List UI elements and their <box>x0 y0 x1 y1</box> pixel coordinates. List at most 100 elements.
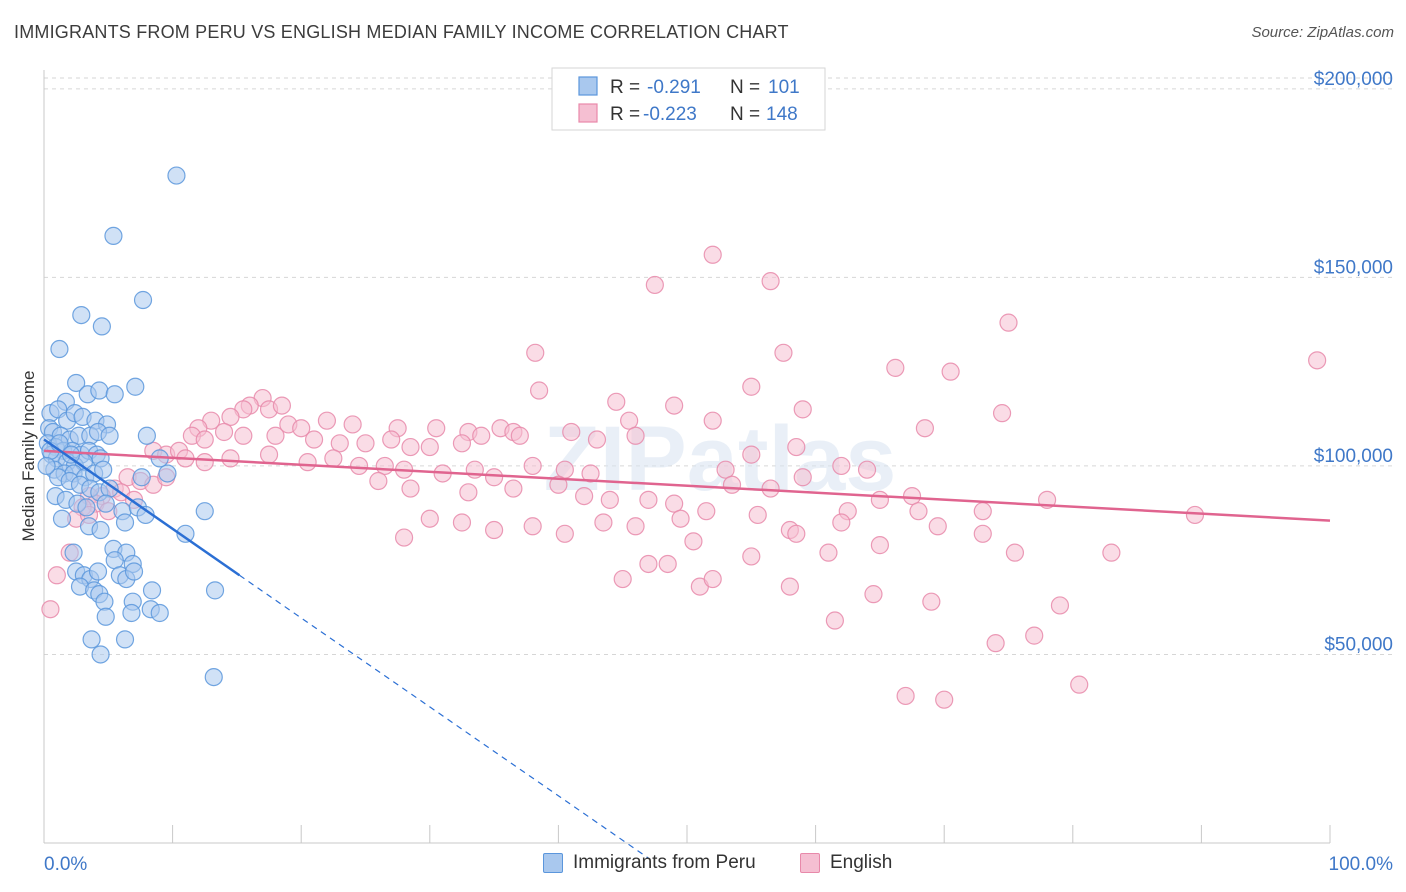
y-tick-label: $200,000 <box>1314 69 1393 90</box>
legend-r-value-blue: -0.291 <box>647 77 701 98</box>
english-point <box>742 377 761 396</box>
english-point <box>382 430 401 449</box>
english-point <box>748 505 767 525</box>
english-point <box>761 272 780 291</box>
peru-point <box>92 317 111 336</box>
chart-title: IMMIGRANTS FROM PERU VS ENGLISH MEDIAN F… <box>14 22 789 42</box>
english-point <box>671 509 690 528</box>
english-point <box>626 517 645 536</box>
english-point <box>581 464 600 483</box>
peru-point <box>204 667 223 687</box>
english-point <box>555 524 574 543</box>
english-point <box>594 513 613 532</box>
english-point <box>774 343 793 362</box>
english-point <box>272 396 292 415</box>
english-point <box>485 520 504 540</box>
english-point <box>639 490 658 509</box>
english-point <box>999 313 1018 332</box>
peru-point <box>167 166 186 185</box>
english-point <box>922 592 941 611</box>
english-point <box>986 634 1005 653</box>
english-point <box>530 381 549 400</box>
peru-points <box>37 166 225 687</box>
series-legend: Immigrants from Peru English <box>0 852 1406 878</box>
english-swatch <box>800 853 820 873</box>
english-point <box>645 275 664 295</box>
y-tick-label: $100,000 <box>1314 446 1393 467</box>
peru-point <box>104 226 123 246</box>
english-point <box>832 456 851 476</box>
peru-point <box>96 494 115 513</box>
english-point <box>896 686 915 706</box>
english-point <box>195 430 214 449</box>
peru-point <box>95 592 114 611</box>
english-point <box>600 490 619 509</box>
peru-point <box>122 603 141 623</box>
peru-point <box>88 562 108 581</box>
english-point <box>504 479 523 498</box>
english-point <box>394 528 414 547</box>
grid-lines <box>44 77 1393 655</box>
english-point <box>221 449 240 468</box>
english-point <box>697 502 716 521</box>
english-point <box>420 437 439 457</box>
english-point <box>832 513 851 532</box>
english-point <box>317 411 337 430</box>
english-point <box>613 569 632 589</box>
english-point <box>47 566 66 585</box>
peru-point <box>132 468 151 487</box>
peru-point <box>52 509 72 528</box>
english-point <box>787 437 806 457</box>
english-point <box>562 422 581 442</box>
english-point <box>928 517 947 536</box>
peru-point <box>37 456 56 476</box>
english-point <box>819 543 838 562</box>
english-point <box>1070 675 1089 694</box>
english-point <box>870 490 890 509</box>
english-point <box>973 524 992 543</box>
english-point <box>780 577 799 596</box>
legend-n-label-pink: N = <box>730 104 760 125</box>
legend-r-value-pink: -0.223 <box>643 104 697 125</box>
english-point <box>259 445 279 464</box>
english-point <box>665 494 684 513</box>
peru-point <box>195 502 214 521</box>
english-point <box>703 569 722 589</box>
peru-point <box>67 373 86 393</box>
english-point <box>330 434 349 453</box>
peru-trend-line <box>43 438 241 577</box>
y-tick-label: $150,000 <box>1314 257 1393 278</box>
english-point <box>375 456 394 476</box>
english-point <box>510 426 529 445</box>
english-point <box>575 486 594 506</box>
peru-point <box>96 607 115 626</box>
y-tick-labels: $50,000 $100,000 $150,000 $200,000 <box>1314 69 1393 656</box>
english-point <box>935 690 954 709</box>
peru-point <box>105 551 124 570</box>
english-point <box>742 547 761 566</box>
peru-point <box>50 339 69 359</box>
legend-n-label-blue: N = <box>730 77 760 98</box>
english-point <box>523 517 542 536</box>
peru-point <box>158 464 177 483</box>
english-point <box>658 554 677 574</box>
series-legend-english[interactable]: English <box>800 852 892 874</box>
legend-n-value-pink: 148 <box>766 104 798 125</box>
english-point <box>555 460 574 479</box>
peru-point <box>115 630 135 649</box>
english-point <box>459 483 478 502</box>
series-legend-peru[interactable]: Immigrants from Peru <box>543 852 756 874</box>
english-point <box>349 456 369 476</box>
english-point <box>742 445 761 464</box>
x-tick-left: 0.0% <box>44 854 87 875</box>
english-point <box>684 532 703 551</box>
peru-label: Immigrants from Peru <box>573 852 756 873</box>
english-point <box>427 419 446 438</box>
english-point <box>549 475 568 494</box>
english-point <box>703 245 722 264</box>
peru-point <box>100 426 119 445</box>
english-point <box>472 426 491 445</box>
english-point <box>214 422 234 442</box>
english-point <box>343 415 362 434</box>
